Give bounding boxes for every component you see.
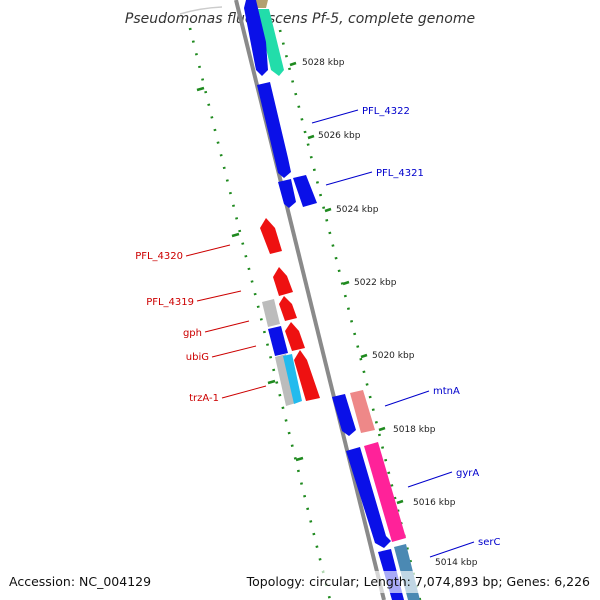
gene-label-pfl4321: PFL_4321 <box>376 168 424 179</box>
accession-text: Accession: NC_004129 <box>9 574 151 589</box>
gene-ubig-red <box>294 350 320 401</box>
kbp-label: 5016 kbp <box>413 498 456 508</box>
reverse-scale-ticks <box>188 27 332 600</box>
kbp-labels: 5028 kbp 5026 kbp 5024 kbp 5022 kbp 5020… <box>302 58 478 568</box>
gene-label-pfl4322: PFL_4322 <box>362 106 410 117</box>
gene-label-ubig: ubiG <box>186 352 209 363</box>
gene-gyra-pink <box>364 442 406 542</box>
footer-background <box>0 571 600 593</box>
gene-pfl4320 <box>260 218 282 254</box>
major-ticks <box>196 61 404 505</box>
kbp-label: 5020 kbp <box>372 351 415 361</box>
gene-gray-1 <box>262 299 280 327</box>
forward-strand-genes <box>244 0 420 600</box>
gene-gyra-blue <box>346 447 391 548</box>
gene-label-mtna: mtnA <box>433 386 460 397</box>
kbp-label: 5022 kbp <box>354 278 397 288</box>
gene-label-gyra: gyrA <box>456 468 479 479</box>
forward-gene-labels: PFL_4322 PFL_4321 mtnA gyrA serC <box>311 106 500 558</box>
gene-pfl4321-a <box>278 179 296 208</box>
gene-top-tan <box>255 0 268 8</box>
gene-pfl4319 <box>273 267 293 296</box>
kbp-label: 5026 kbp <box>318 131 361 141</box>
genome-summary-text: Topology: circular; Length: 7,074,893 bp… <box>246 574 590 589</box>
gene-trza-gray <box>275 354 296 406</box>
map-title: Pseudomonas fluorescens Pf-5, complete g… <box>125 11 475 27</box>
top-arc <box>179 6 223 15</box>
gene-mtna-blue <box>332 394 356 436</box>
gene-label-trza1: trzA-1 <box>189 393 219 404</box>
reverse-gene-labels: PFL_4320 PFL_4319 gph ubiG trzA-1 <box>135 244 267 404</box>
kbp-label: 5028 kbp <box>302 58 345 68</box>
kbp-label: 5018 kbp <box>393 425 436 435</box>
reverse-strand-genes <box>260 218 320 406</box>
gene-gph <box>285 322 305 351</box>
gene-pfl4321-b <box>293 175 317 207</box>
gene-pfl4322 <box>257 82 291 178</box>
gene-label-pfl4319: PFL_4319 <box>146 297 194 308</box>
kbp-label: 5024 kbp <box>336 205 379 215</box>
gene-trza-cyan <box>283 354 302 404</box>
kbp-label: 5014 kbp <box>435 558 478 568</box>
gene-top-teal <box>257 9 284 76</box>
gene-pfl4319-b <box>279 296 297 321</box>
gene-ubig-blue <box>268 326 288 356</box>
gene-label-gph: gph <box>183 328 202 339</box>
gene-top-blue <box>244 0 268 76</box>
gene-label-serc: serC <box>478 537 500 548</box>
gene-label-pfl4320: PFL_4320 <box>135 251 183 262</box>
gene-mtna-salmon <box>350 390 375 433</box>
